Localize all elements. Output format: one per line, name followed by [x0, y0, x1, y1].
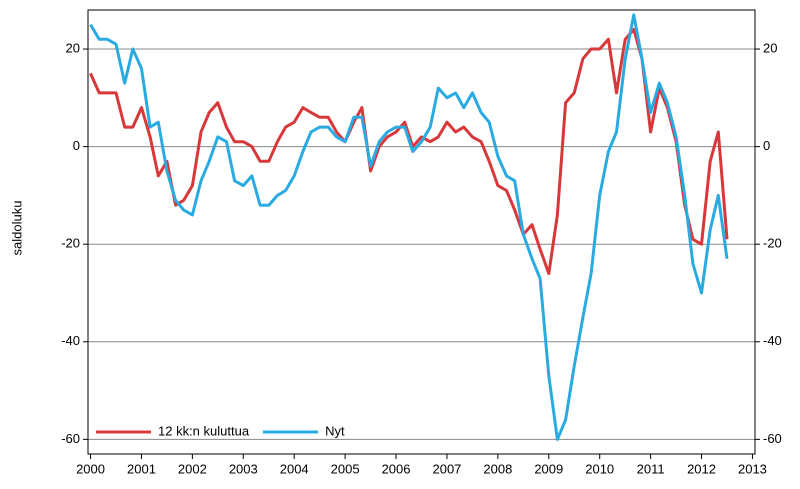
x-tick-label: 2011 [637, 461, 665, 476]
y2-tick-label: 0 [763, 138, 770, 153]
x-tick-label: 2006 [382, 461, 411, 476]
y-axis-label: saldoluku [9, 201, 24, 256]
x-tick-label: 2005 [331, 461, 360, 476]
series-line [89, 28, 729, 275]
y-tick-label: -40 [61, 333, 80, 348]
legend-label: 12 kk:n kuluttua [158, 423, 250, 438]
y2-tick-label: -40 [763, 333, 782, 348]
x-tick-label: 2003 [229, 461, 258, 476]
x-tick-label: 2010 [585, 461, 614, 476]
y-tick-label: 20 [66, 40, 80, 55]
x-tick-label: 2008 [483, 461, 512, 476]
x-tick-label: 2002 [178, 461, 207, 476]
y-tick-label: 0 [73, 138, 80, 153]
y2-tick-label: 20 [763, 40, 777, 55]
x-tick-label: 2007 [432, 461, 461, 476]
y-tick-label: -60 [61, 431, 80, 446]
y2-tick-label: -20 [763, 236, 782, 251]
x-tick-label: 2000 [76, 461, 105, 476]
x-tick-label: 2001 [127, 461, 156, 476]
series-line [89, 13, 729, 441]
x-tick-label: 2009 [534, 461, 563, 476]
y-tick-label: -20 [61, 236, 80, 251]
y2-tick-label: -60 [763, 431, 782, 446]
legend-label: Nyt [325, 423, 345, 438]
x-tick-label: 2012 [687, 461, 716, 476]
x-tick-label: 2004 [280, 461, 309, 476]
x-tick-label: 2013 [738, 461, 767, 476]
plot-frame [87, 9, 756, 455]
